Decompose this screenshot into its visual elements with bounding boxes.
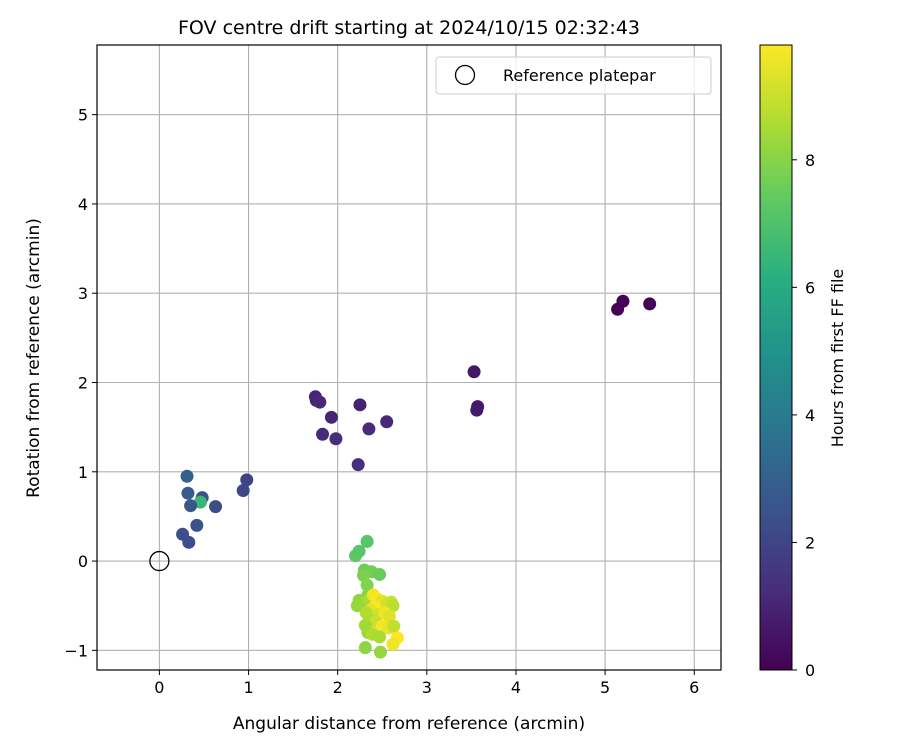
data-point: [240, 473, 254, 487]
data-point: [209, 500, 223, 514]
colorbar-tick-label: 2: [805, 533, 815, 552]
legend-marker-reference: [454, 64, 476, 86]
y-tick-label: 3: [78, 284, 88, 303]
data-point: [329, 432, 343, 446]
data-point: [313, 395, 327, 409]
data-point: [360, 578, 374, 592]
colorbar-tick-label: 4: [805, 406, 815, 425]
x-tick-label: 4: [511, 678, 521, 697]
colorbar: 0 2 4 6 8 Hours from first FF file: [759, 44, 847, 680]
data-point: [470, 403, 484, 417]
colorbar-label: Hours from first FF file: [828, 269, 847, 448]
colorbar-tick-label: 6: [805, 278, 815, 297]
data-point: [353, 398, 367, 412]
y-axis: −1 0 1 2 3 4 5: [64, 106, 97, 660]
reference-platepar-marker: [149, 550, 170, 572]
data-point: [182, 535, 196, 549]
x-axis-label: Angular distance from reference (arcmin): [233, 714, 585, 734]
colorbar-tick-label: 0: [805, 661, 815, 680]
data-point: [382, 609, 396, 623]
legend-box: [435, 56, 712, 95]
data-point: [352, 544, 366, 558]
y-tick-label: 2: [78, 374, 88, 393]
x-tick-label: 6: [689, 678, 699, 697]
colorbar-ticks: 0 2 4 6 8: [792, 151, 815, 680]
colorbar-tick-label: 8: [805, 151, 815, 170]
y-tick-label: 0: [78, 552, 88, 571]
data-point: [360, 534, 374, 548]
data-point: [236, 484, 250, 498]
x-tick-label: 0: [154, 678, 164, 697]
data-point: [373, 630, 387, 644]
x-tick-label: 1: [243, 678, 253, 697]
data-point: [324, 410, 338, 424]
legend-entry-reference-platepar: Reference platepar: [503, 66, 656, 85]
colorbar-gradient: [759, 44, 793, 671]
data-point: [380, 415, 394, 429]
data-point: [467, 365, 481, 379]
x-tick-label: 5: [600, 678, 610, 697]
plot-area-frame: [96, 44, 722, 671]
y-tick-label: 4: [78, 195, 88, 214]
legend: Reference platepar: [435, 56, 712, 95]
data-point: [181, 486, 195, 500]
data-point: [373, 645, 387, 659]
data-point: [386, 637, 400, 651]
data-points: [149, 294, 657, 659]
chart-title: FOV centre drift starting at 2024/10/15 …: [178, 17, 640, 39]
data-point: [387, 619, 401, 633]
y-tick-label: −1: [64, 641, 88, 660]
x-axis: 0 1 2 3 4 5 6: [154, 670, 699, 697]
data-point: [362, 422, 376, 436]
data-point: [316, 427, 330, 441]
y-axis-label: Rotation from reference (arcmin): [24, 218, 44, 498]
data-point: [373, 567, 387, 581]
data-point: [357, 568, 371, 582]
data-point: [643, 297, 657, 311]
y-tick-label: 1: [78, 463, 88, 482]
x-tick-label: 3: [422, 678, 432, 697]
x-tick-label: 2: [333, 678, 343, 697]
data-point: [611, 302, 625, 316]
data-point: [351, 458, 365, 472]
data-point: [358, 641, 372, 655]
y-tick-label: 5: [78, 106, 88, 125]
data-point: [193, 495, 207, 509]
data-point: [180, 469, 194, 483]
data-point: [190, 518, 204, 532]
grid-lines: [97, 45, 721, 670]
data-point: [184, 499, 198, 513]
